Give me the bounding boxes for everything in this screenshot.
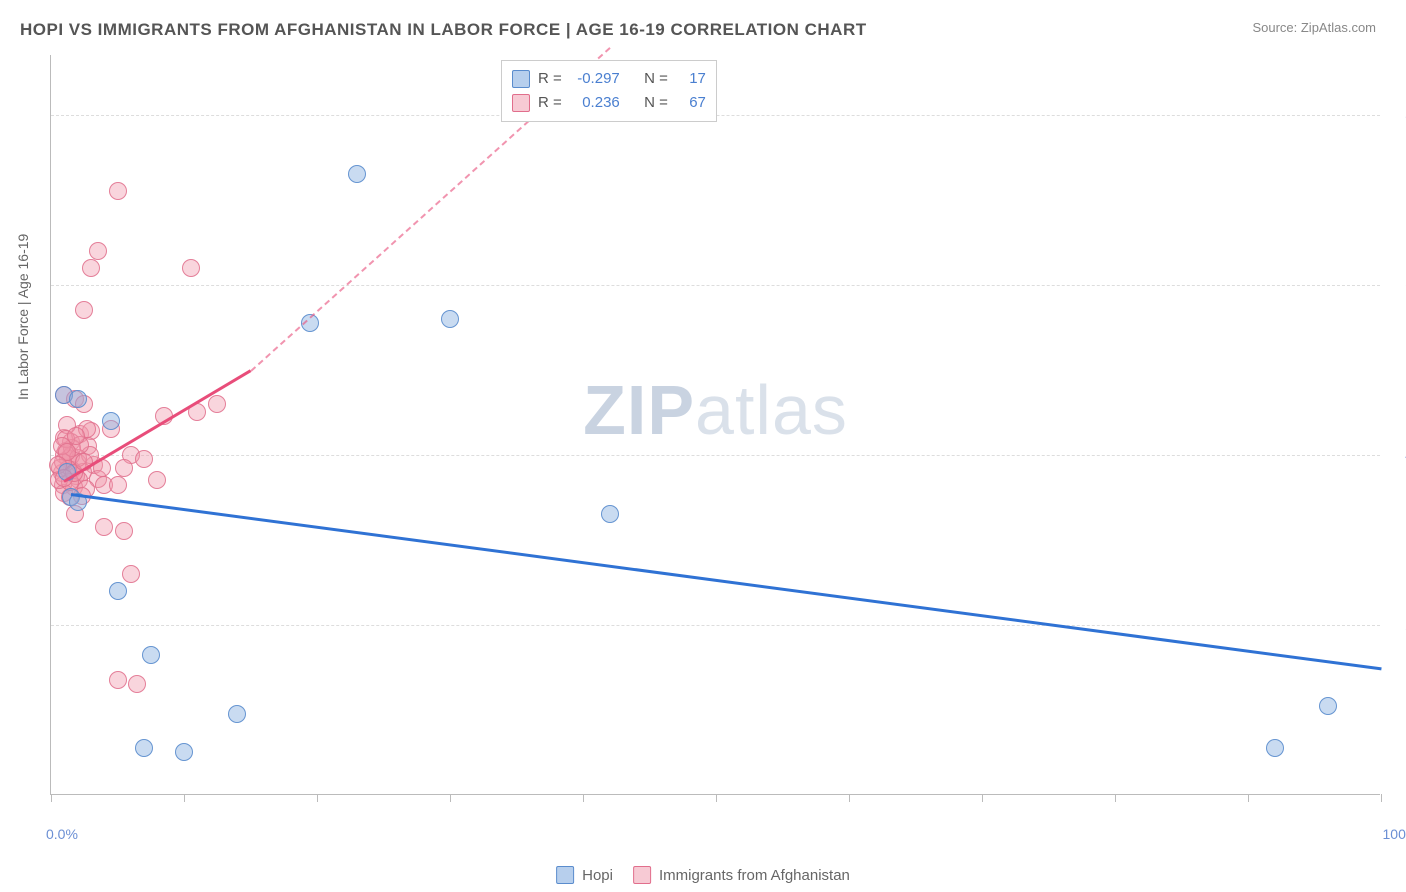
x-tick-label: 100.0%	[1383, 826, 1406, 842]
r-value: -0.297	[570, 67, 620, 91]
n-label: N =	[644, 67, 668, 91]
x-tick	[317, 794, 318, 802]
r-label: R =	[538, 91, 562, 115]
scatter-plot-area: ZIPatlas 20.0%40.0%60.0%80.0%0.0%100.0%R…	[50, 55, 1380, 795]
source-label: Source: ZipAtlas.com	[1252, 20, 1376, 35]
watermark: ZIPatlas	[583, 370, 848, 450]
data-point	[135, 450, 153, 468]
data-point	[75, 301, 93, 319]
legend-item-hopi: Hopi	[556, 866, 613, 884]
chart-title: HOPI VS IMMIGRANTS FROM AFGHANISTAN IN L…	[20, 20, 867, 40]
x-tick	[849, 794, 850, 802]
legend: Hopi Immigrants from Afghanistan	[556, 866, 850, 884]
data-point	[115, 459, 133, 477]
data-point	[182, 259, 200, 277]
data-point	[109, 476, 127, 494]
data-point	[82, 259, 100, 277]
data-point	[109, 182, 127, 200]
data-point	[128, 675, 146, 693]
x-tick-label: 0.0%	[46, 826, 78, 842]
stats-swatch	[512, 70, 530, 88]
legend-item-afghan: Immigrants from Afghanistan	[633, 866, 850, 884]
data-point	[135, 739, 153, 757]
legend-label-hopi: Hopi	[582, 867, 613, 884]
data-point	[109, 671, 127, 689]
swatch-pink	[633, 866, 651, 884]
trend-line	[71, 493, 1381, 670]
data-point	[348, 165, 366, 183]
x-tick	[982, 794, 983, 802]
stats-swatch	[512, 94, 530, 112]
legend-label-afghan: Immigrants from Afghanistan	[659, 867, 850, 884]
r-value: 0.236	[570, 91, 620, 115]
gridline	[51, 455, 1380, 456]
data-point	[208, 395, 226, 413]
gridline	[51, 285, 1380, 286]
data-point	[142, 646, 160, 664]
data-point	[175, 743, 193, 761]
n-value: 17	[676, 67, 706, 91]
data-point	[441, 310, 459, 328]
x-tick	[184, 794, 185, 802]
data-point	[89, 242, 107, 260]
x-tick	[1115, 794, 1116, 802]
gridline	[51, 625, 1380, 626]
x-tick	[1381, 794, 1382, 802]
data-point	[1319, 697, 1337, 715]
data-point	[115, 522, 133, 540]
data-point	[69, 390, 87, 408]
data-point	[95, 518, 113, 536]
data-point	[228, 705, 246, 723]
x-tick	[583, 794, 584, 802]
n-label: N =	[644, 91, 668, 115]
stats-row: R = 0.236 N = 67	[512, 91, 706, 115]
n-value: 67	[676, 91, 706, 115]
data-point	[122, 565, 140, 583]
data-point	[102, 412, 120, 430]
x-tick	[1248, 794, 1249, 802]
data-point	[109, 582, 127, 600]
y-axis-label: In Labor Force | Age 16-19	[15, 234, 31, 400]
data-point	[1266, 739, 1284, 757]
r-label: R =	[538, 67, 562, 91]
x-tick	[450, 794, 451, 802]
stats-row: R = -0.297 N = 17	[512, 67, 706, 91]
x-tick	[716, 794, 717, 802]
swatch-blue	[556, 866, 574, 884]
data-point	[601, 505, 619, 523]
correlation-stats-box: R = -0.297 N = 17 R = 0.236 N = 67	[501, 60, 717, 122]
x-tick	[51, 794, 52, 802]
data-point	[148, 471, 166, 489]
